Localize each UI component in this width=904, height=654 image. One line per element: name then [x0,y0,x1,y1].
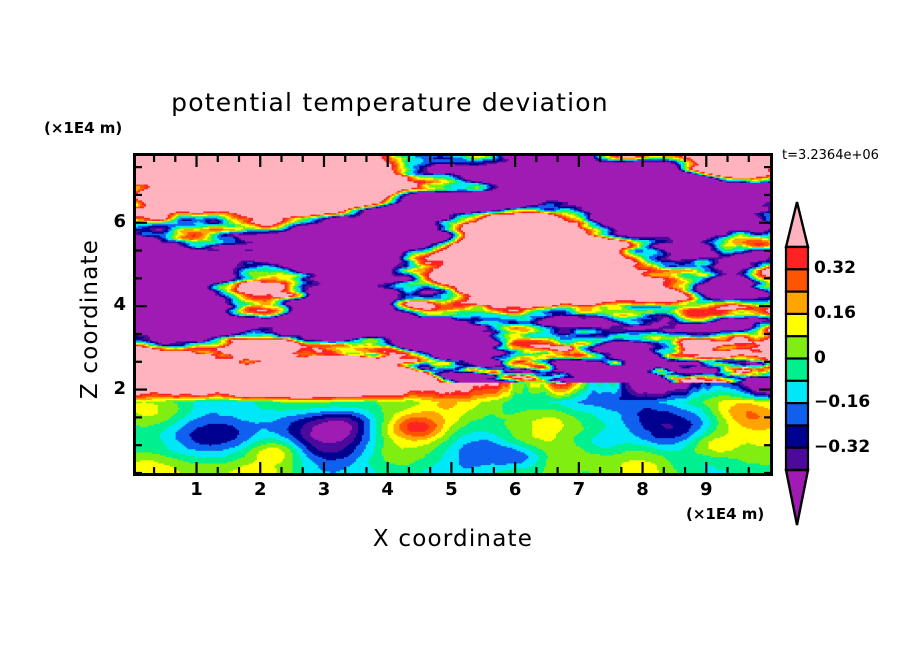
plot-frame-and-ticks [133,153,773,476]
colorbar-tick-label: −0.16 [814,392,871,413]
x-tick-label: 8 [636,479,649,500]
colorbar-tick-label: 0.16 [814,302,856,323]
time-annotation: t=3.2364e+06 [782,148,879,163]
x-tick-label: 7 [572,479,586,500]
x-tick-label: 9 [700,479,713,500]
y-tick-label: 2 [113,377,126,399]
x-tick-label: 6 [508,479,522,500]
page-title: potential temperature deviation [171,88,609,117]
x-tick-label: 4 [381,479,394,500]
contour-field [136,156,770,473]
x-tick-label: 3 [317,479,331,500]
x-axis-title: X coordinate [372,526,534,552]
z-axis-unit-label: (×1E4 m) [44,119,123,137]
y-axis-title: Z coordinate [77,238,103,400]
x-tick-label: 5 [445,479,458,500]
y-tick-label: 6 [113,210,126,232]
colorbar-tick-label: −0.32 [814,436,871,457]
x-tick-label: 1 [190,479,203,500]
colorbar [784,201,810,526]
x-tick-label: 2 [253,479,267,500]
x-axis-unit-label: (×1E4 m) [686,505,765,523]
colorbar-tick-label: 0 [814,347,826,368]
y-tick-label: 4 [113,294,126,316]
colorbar-tick-label: 0.32 [814,258,856,279]
